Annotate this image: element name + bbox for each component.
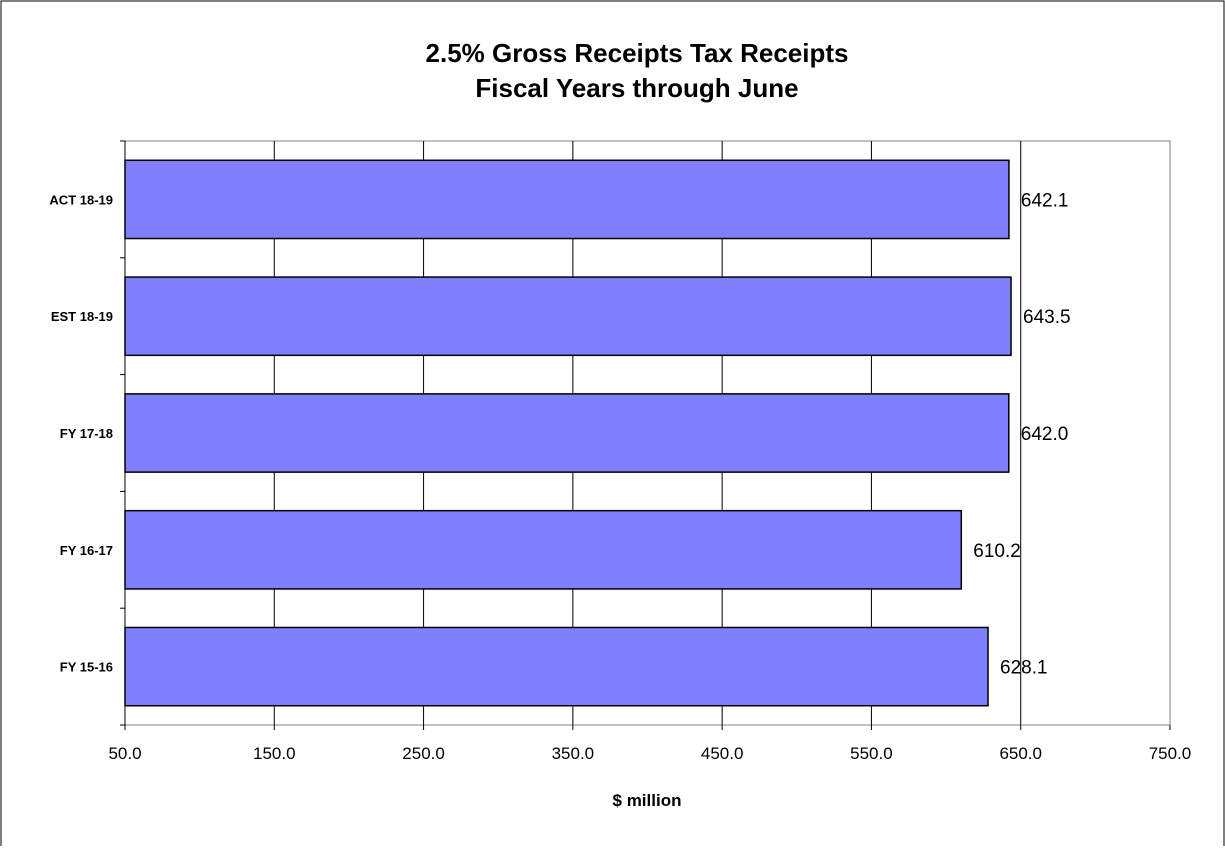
bar-4 [124,626,989,707]
y-category-label-4: FY 15-16 [60,660,113,675]
x-axis-title: $ million [613,791,682,810]
y-axis-labels: ACT 18-19 EST 18-19 FY 17-18 FY 16-17 FY 15-… [49,192,113,674]
bar-0 [124,159,1010,240]
bar-1 [124,276,1012,357]
data-labels: 642.1 643.5 642.0 610.2 628.1 [973,190,1070,678]
x-tick-label-0: 50.0 [108,744,141,763]
x-tick-label-3: 350.0 [552,744,595,763]
chart-title-line-2: Fiscal Years through June [475,73,798,103]
y-category-label-3: FY 16-17 [60,543,113,558]
chart-title-line-1: 2.5% Gross Receipts Tax Receipts [426,38,849,68]
bar-3 [124,509,963,590]
bar-2 [124,393,1010,473]
data-label-2: 642.0 [1021,424,1069,445]
x-tick-label-5: 550.0 [850,744,893,763]
x-tick-label-2: 250.0 [402,744,445,763]
data-label-3: 610.2 [973,541,1021,562]
x-axis-ticks: 50.0 150.0 250.0 350.0 450.0 550.0 650.0 750.0 [108,725,1191,763]
y-category-label-0: ACT 18-19 [49,192,113,207]
y-category-label-1: EST 18-19 [51,309,113,324]
x-tick-label-1: 150.0 [253,744,296,763]
y-axis-ticks [120,140,125,726]
data-label-4: 628.1 [1000,658,1048,679]
bars [124,159,1012,707]
y-category-label-2: FY 17-18 [60,426,113,441]
data-label-0: 642.1 [1021,190,1069,211]
x-tick-label-6: 650.0 [999,744,1042,763]
data-label-1: 643.5 [1023,307,1071,328]
x-tick-label-7: 750.0 [1149,744,1192,763]
x-tick-label-4: 450.0 [701,744,744,763]
